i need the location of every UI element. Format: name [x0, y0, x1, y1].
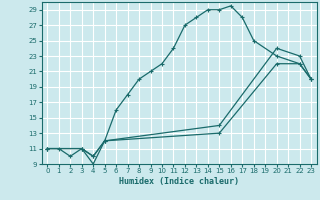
X-axis label: Humidex (Indice chaleur): Humidex (Indice chaleur): [119, 177, 239, 186]
